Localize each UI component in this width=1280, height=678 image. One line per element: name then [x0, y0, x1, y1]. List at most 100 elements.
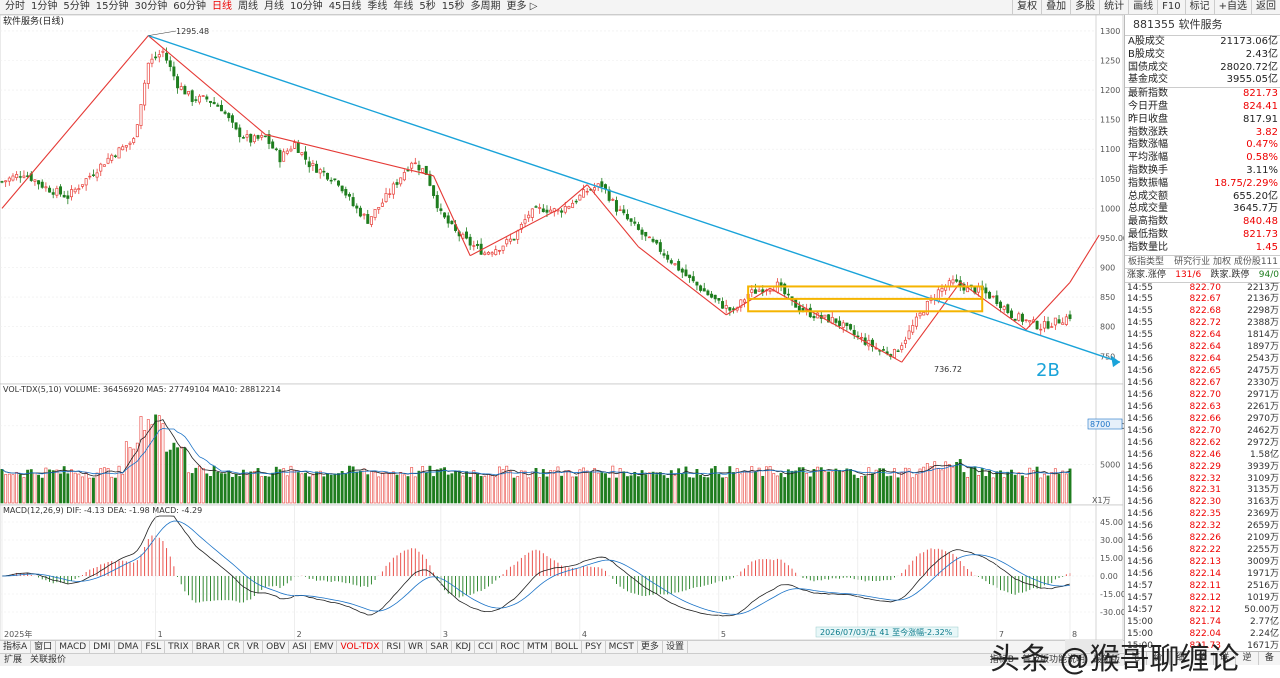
index-type-values[interactable]: 研究行业 加权 成份股111 — [1174, 256, 1278, 267]
macd-tick: 15.00 — [1100, 554, 1123, 563]
tool-button-0[interactable]: 复权 — [1012, 0, 1041, 14]
stat-value: 824.41 — [1243, 100, 1278, 112]
period-tab-14[interactable]: 15秒 — [441, 1, 465, 12]
candle-body — [611, 199, 615, 201]
volume-bar — [929, 466, 933, 504]
indicator-tab-25[interactable]: 设置 — [663, 641, 688, 653]
indicator-b-button[interactable]: 指标B — [989, 655, 1014, 665]
tool-button-8[interactable]: 返回 — [1251, 0, 1280, 14]
candle-body — [307, 161, 311, 168]
candle-body — [699, 285, 703, 291]
panel-tab-1[interactable]: 价 — [1147, 652, 1170, 665]
period-tab-13[interactable]: 5秒 — [419, 1, 436, 12]
tick-volume: 2261万 — [1247, 401, 1279, 412]
indicator-tab-7[interactable]: BRAR — [193, 641, 225, 653]
panel-tab-5[interactable]: 逆 — [1236, 652, 1259, 665]
period-tab-9[interactable]: 10分钟 — [289, 1, 323, 12]
tool-button-5[interactable]: F10 — [1157, 0, 1184, 14]
volume-bar — [128, 447, 132, 504]
tool-button-7[interactable]: +自选 — [1213, 0, 1251, 14]
indicator-tab-20[interactable]: MTM — [524, 641, 552, 653]
period-tab-7[interactable]: 周线 — [237, 1, 258, 12]
tick-time: 14:56 — [1127, 354, 1153, 365]
indicator-tab-11[interactable]: ASI — [289, 641, 311, 653]
feature-help-link[interactable]: 普及版功能说明 — [1021, 655, 1085, 665]
pen-stroke — [469, 209, 559, 257]
indicator-tab-22[interactable]: PSY — [582, 641, 606, 653]
horizontal-scrollbar[interactable] — [1065, 640, 1123, 652]
indicator-tab-9[interactable]: VR — [244, 641, 264, 653]
candle-body — [541, 208, 545, 213]
period-tab-0[interactable]: 分时 — [5, 1, 25, 12]
indicator-tab-23[interactable]: MCST — [606, 641, 638, 653]
tick-price: 822.67 — [1189, 294, 1222, 305]
tool-button-6[interactable]: 标记 — [1184, 0, 1214, 14]
panel-tab-6[interactable]: 备 — [1259, 652, 1280, 665]
stat-row: 国债成交 28020.72亿 — [1125, 62, 1280, 75]
volume-bar — [567, 470, 571, 504]
panel-tab-2[interactable]: 细 — [1170, 652, 1192, 665]
volume-bar — [794, 470, 798, 504]
period-tab-15[interactable]: 多周期 — [470, 1, 501, 12]
latest-version-link[interactable]: 最新版 — [1092, 655, 1120, 665]
indicator-tab-5[interactable]: FSL — [142, 641, 166, 653]
period-tab-10[interactable]: 45日线 — [328, 1, 362, 12]
period-tab-12[interactable]: 年线 — [393, 1, 414, 12]
limit-down-value: 94/0 — [1258, 270, 1279, 281]
volume-bar — [113, 477, 117, 504]
panel-tab-0[interactable]: 笔 — [1125, 652, 1148, 665]
indicator-tab-10[interactable]: OBV — [263, 641, 290, 653]
tick-row: 14:56 822.35 2369万 — [1125, 509, 1280, 521]
period-tab-3[interactable]: 15分钟 — [95, 1, 129, 12]
period-tab-8[interactable]: 月线 — [263, 1, 284, 12]
volume-bar — [490, 475, 494, 504]
indicator-tab-13[interactable]: VOL-TDX — [337, 641, 384, 653]
volume-bar — [761, 475, 765, 504]
tick-row: 14:55 822.70 2213万 — [1125, 283, 1280, 295]
tick-list[interactable]: 14:55 822.70 2213万 14:55 822.67 2136万 14:55 822… — [1125, 283, 1280, 653]
indicator-tab-24[interactable]: 更多 — [638, 641, 663, 653]
tick-volume: 3939万 — [1247, 461, 1279, 472]
panel-tab-3[interactable]: 势 — [1192, 652, 1215, 665]
indicator-tab-18[interactable]: CCI — [475, 641, 498, 653]
date-label: 4 — [582, 630, 587, 639]
tool-button-3[interactable]: 统计 — [1099, 0, 1128, 14]
period-tab-1[interactable]: 1分钟 — [31, 1, 58, 12]
candle-body — [33, 179, 37, 182]
candle-body — [914, 316, 918, 327]
panel-tab-4[interactable]: 联 — [1214, 652, 1237, 665]
indicator-tab-3[interactable]: DMI — [90, 641, 115, 653]
volume-bar — [421, 466, 425, 504]
candle-body — [384, 193, 388, 202]
indicator-tab-16[interactable]: SAR — [427, 641, 453, 653]
related-quote-button[interactable]: 关联报价 — [30, 655, 67, 665]
expand-button[interactable]: 扩展 — [4, 655, 23, 665]
indicator-tab-15[interactable]: WR — [405, 641, 428, 653]
tool-button-1[interactable]: 叠加 — [1041, 0, 1070, 14]
tool-button-4[interactable]: 画线 — [1128, 0, 1157, 14]
period-tab-4[interactable]: 30分钟 — [134, 1, 168, 12]
period-tab-5[interactable]: 60分钟 — [173, 1, 206, 12]
volume-bar — [238, 476, 242, 504]
indicator-tab-21[interactable]: BOLL — [552, 641, 583, 653]
period-tab-16[interactable]: 更多 ▷ — [506, 1, 538, 12]
kline-chart[interactable]: 软件服务(日线) 1300 1250 1200 1150 1100 1050 1000 950… — [0, 15, 1124, 640]
volume-bar — [673, 475, 677, 504]
period-tab-2[interactable]: 5分钟 — [63, 1, 90, 12]
indicator-tab-8[interactable]: CR — [224, 641, 244, 653]
indicator-tab-12[interactable]: EMV — [311, 641, 338, 653]
indicator-tab-19[interactable]: ROC — [497, 641, 524, 653]
indicator-tab-2[interactable]: MACD — [56, 641, 91, 653]
candle-body — [468, 236, 472, 246]
indicator-tab-0[interactable]: 指标A — [0, 641, 32, 653]
indicator-tab-4[interactable]: DMA — [115, 641, 143, 653]
tool-button-2[interactable]: 多股 — [1070, 0, 1099, 14]
period-tab-11[interactable]: 季线 — [367, 1, 388, 12]
volume-bar — [805, 472, 809, 504]
indicator-tab-1[interactable]: 窗口 — [31, 641, 57, 653]
indicator-tab-17[interactable]: KDJ — [452, 641, 475, 653]
indicator-tab-14[interactable]: RSI — [383, 641, 406, 653]
period-tab-6[interactable]: 日线 — [211, 1, 232, 12]
candle-body — [1017, 313, 1021, 321]
indicator-tab-6[interactable]: TRIX — [165, 641, 193, 653]
